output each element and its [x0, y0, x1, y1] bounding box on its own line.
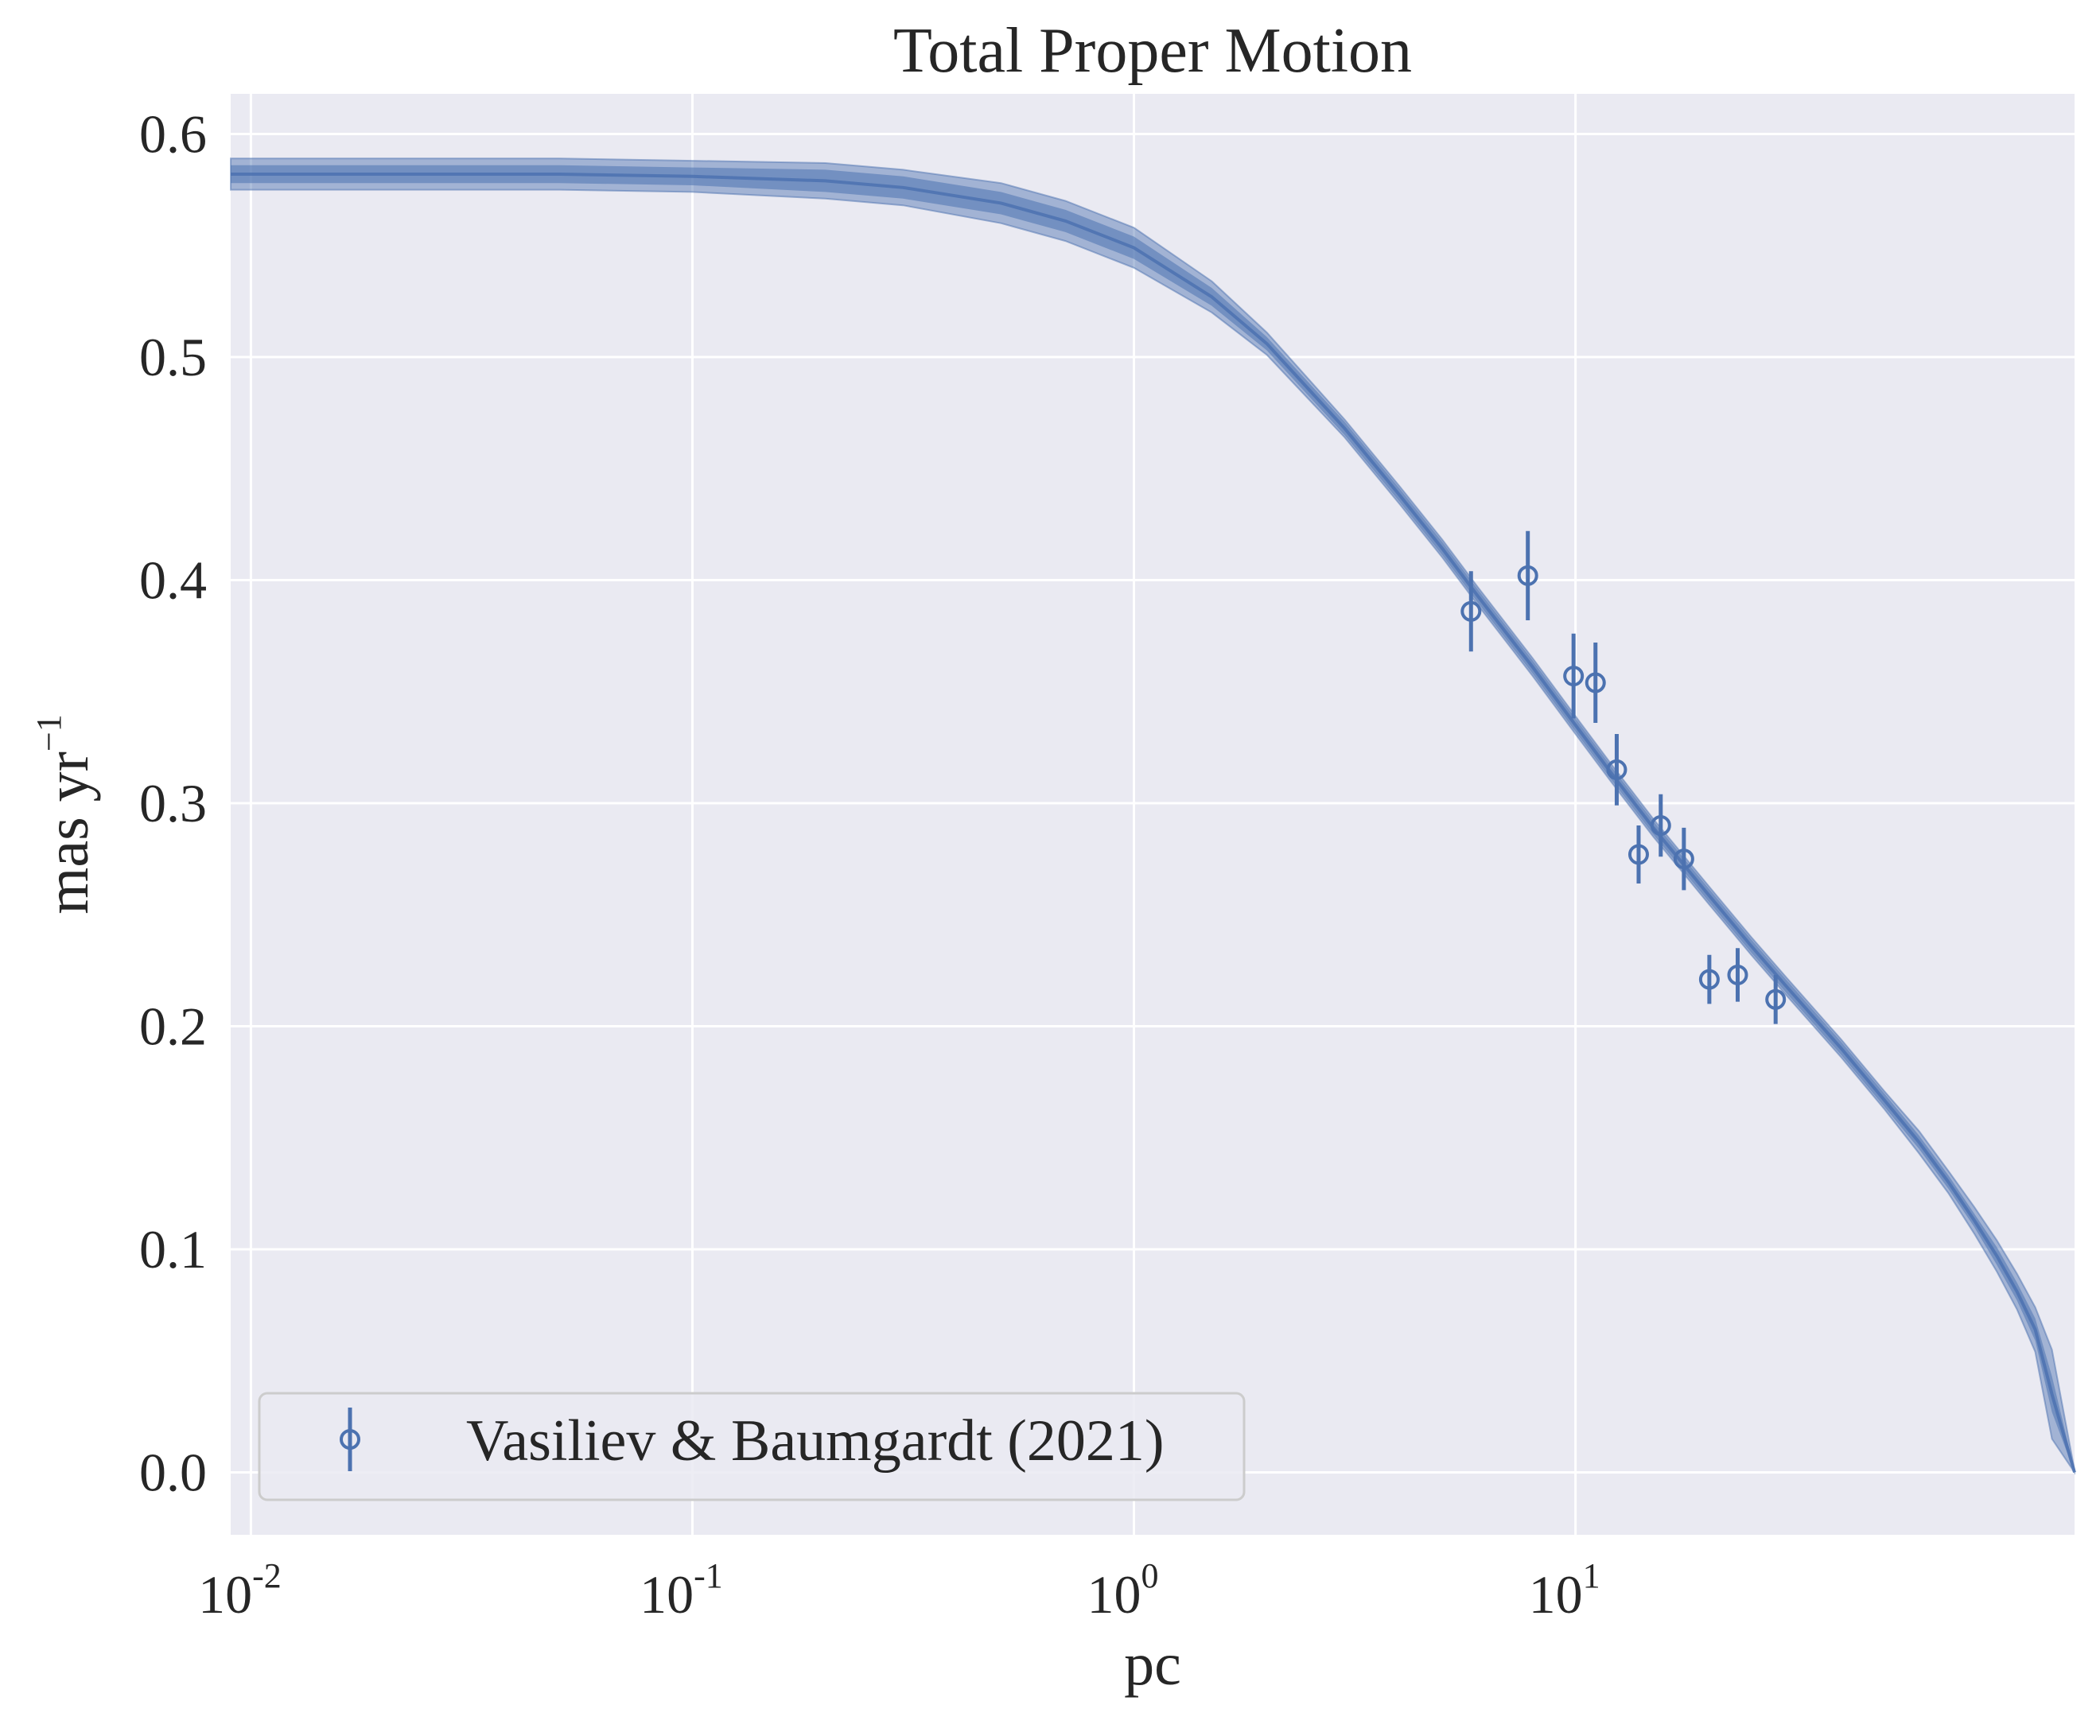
y-tick-label-2: 0.2: [139, 996, 207, 1056]
data-point-3: [1585, 643, 1606, 723]
tick-labels: 0.0 0.1 0.2 0.3 0.4 0.5 0.6 10-2 10-1 100 101: [139, 103, 1600, 1625]
legend: Vasiliev & Baumgardt (2021): [258, 1392, 1246, 1501]
y-tick-label-0: 0.0: [139, 1442, 207, 1502]
y-tick-label-1: 0.1: [139, 1219, 207, 1280]
data-point-10: [1765, 974, 1787, 1024]
plot-area: [231, 94, 2075, 1535]
data-point-1: [1517, 530, 1538, 620]
point-marker-0: [1460, 600, 1482, 622]
legend-entry-label: Vasiliev & Baumgardt (2021): [466, 1408, 1165, 1474]
point-marker-7: [1673, 849, 1694, 870]
data-point-9: [1727, 948, 1748, 1002]
data-point-6: [1650, 794, 1671, 857]
x-tick-label-3: 101: [1529, 1556, 1600, 1625]
y-axis-label-main: mas yr: [34, 751, 101, 915]
grid: [231, 94, 2075, 1535]
x-tick-label-2: 100: [1087, 1556, 1159, 1625]
data-point-4: [1606, 734, 1628, 806]
data-point-7: [1673, 827, 1694, 891]
point-marker-1: [1517, 565, 1538, 586]
data-points: [1460, 530, 1787, 1024]
y-tick-label-3: 0.3: [139, 773, 207, 833]
chart-title: Total Proper Motion: [893, 16, 1412, 86]
data-point-0: [1460, 571, 1482, 652]
y-tick-label-5: 0.5: [139, 327, 207, 387]
legend-marker: [340, 1429, 360, 1450]
point-marker-2: [1563, 666, 1585, 687]
y-tick-label-4: 0.4: [139, 550, 207, 610]
data-point-2: [1563, 633, 1585, 719]
y-axis-label-exponent: −1: [29, 714, 68, 751]
point-marker-4: [1606, 759, 1628, 780]
data-point-8: [1698, 954, 1720, 1004]
y-axis-label: mas yr−1: [29, 714, 101, 915]
svg-text:mas yr−1: mas yr−1: [29, 714, 101, 915]
point-marker-3: [1585, 672, 1606, 693]
data-point-5: [1628, 825, 1649, 884]
y-tick-label-6: 0.6: [139, 103, 207, 164]
x-axis-label: pc: [1124, 1631, 1181, 1698]
point-marker-10: [1765, 988, 1787, 1010]
x-tick-label-1: 10-1: [640, 1556, 723, 1625]
point-marker-8: [1698, 969, 1720, 990]
x-tick-label-0: 10-2: [198, 1556, 282, 1625]
point-marker-9: [1727, 964, 1748, 985]
model-band: [230, 157, 2076, 1475]
point-marker-5: [1628, 844, 1649, 865]
point-marker-6: [1650, 815, 1671, 837]
legend-box: [258, 1392, 1246, 1501]
model-median-line: [231, 173, 2076, 1474]
